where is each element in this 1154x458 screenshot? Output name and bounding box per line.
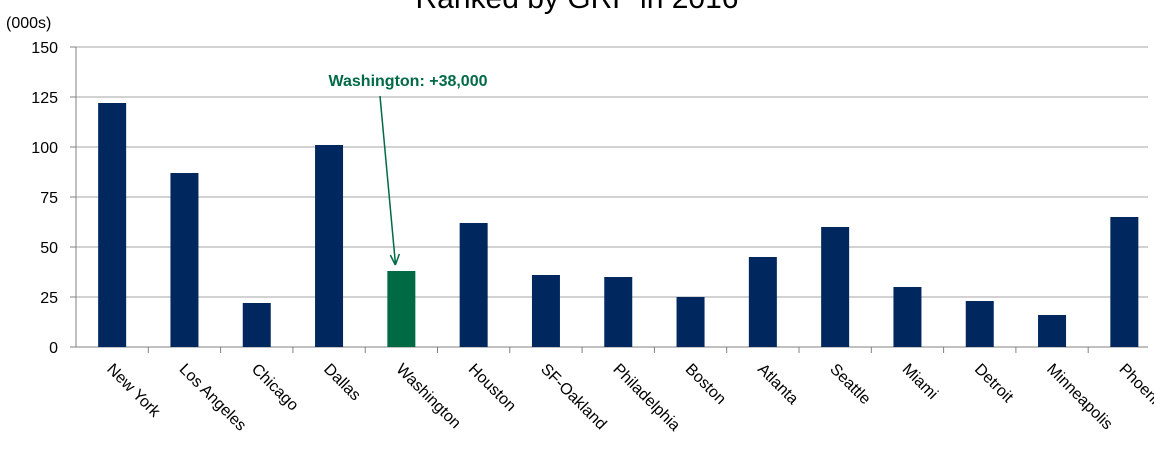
bar: [893, 287, 922, 347]
x-tick-label: SF-Oakland: [537, 361, 609, 433]
x-tick-label: Philadelphia: [609, 361, 683, 435]
y-tick-label: 125: [31, 90, 58, 107]
y-unit: (000s): [6, 15, 51, 32]
chart-title: Ranked by GRP in 2016: [416, 0, 739, 15]
x-tick-label: Detroit: [971, 361, 1017, 407]
y-tick-label: 150: [31, 40, 58, 57]
x-tick-label: Los Angeles: [176, 361, 250, 435]
y-tick-label: 75: [40, 190, 58, 207]
x-tick-label: Phoenix: [1116, 361, 1154, 414]
bar: [459, 223, 488, 347]
x-tick-label: Washington: [393, 361, 464, 432]
x-tick-label: Chicago: [248, 361, 302, 415]
bar: [242, 303, 271, 347]
bar: [748, 257, 777, 347]
annotation: Washington: +38,000: [329, 73, 488, 90]
y-tick-label: 50: [40, 240, 58, 257]
x-tick-label: Atlanta: [754, 361, 801, 408]
bar: [604, 277, 633, 347]
bar: [531, 275, 560, 347]
arrow-head: [389, 253, 401, 266]
y-tick-label: 0: [49, 340, 58, 357]
x-tick-label: Houston: [465, 361, 519, 415]
x-tick-label: New York: [103, 361, 164, 422]
x-tick-label: Minneapolis: [1043, 361, 1115, 433]
bar: [1038, 315, 1067, 347]
bar: [170, 173, 199, 347]
annotation-arrow: [379, 95, 397, 264]
bar: [965, 301, 994, 347]
x-tick-label: Boston: [682, 361, 729, 408]
bar: [387, 271, 416, 347]
x-tick-label: Dallas: [320, 361, 363, 404]
bar: [1110, 217, 1139, 347]
bar: [676, 297, 705, 347]
y-tick-label: 100: [31, 140, 58, 157]
bar: [821, 227, 850, 347]
x-tick-label: Miami: [899, 361, 941, 403]
bar: [315, 145, 344, 347]
y-tick-label: 25: [40, 290, 58, 307]
x-tick-label: Seattle: [826, 361, 873, 408]
bar: [98, 103, 127, 347]
